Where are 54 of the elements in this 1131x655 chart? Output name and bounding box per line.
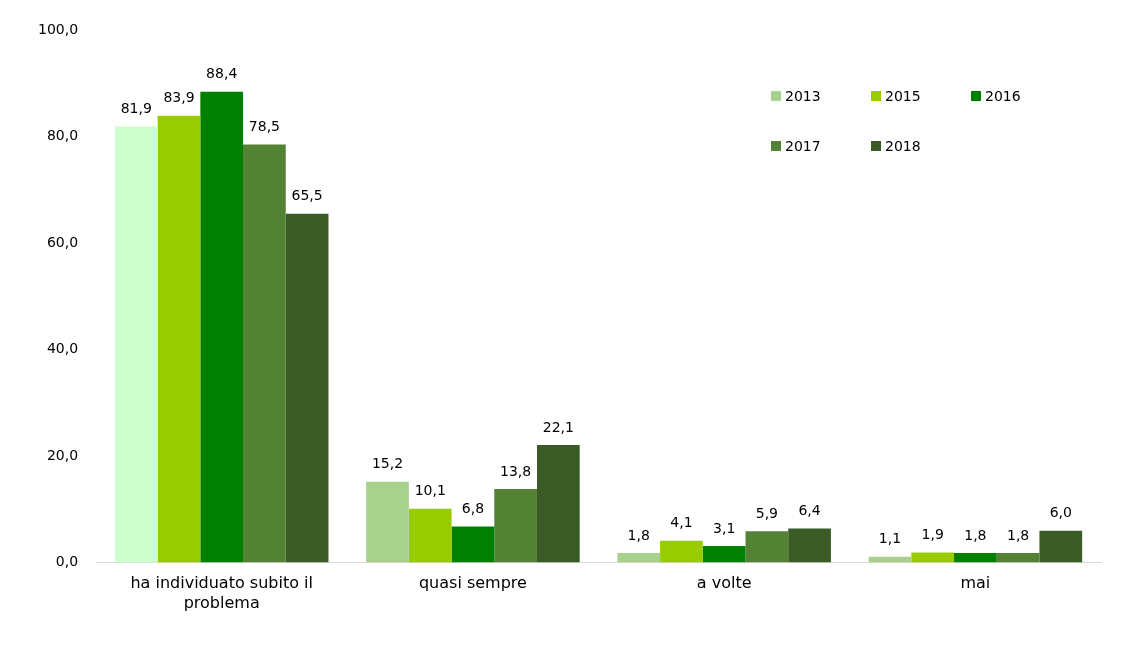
y-tick-label: 40,0 (46, 340, 79, 357)
data-label: 88,4 (206, 65, 238, 82)
data-label: 83,9 (163, 89, 195, 106)
data-label: 81,9 (120, 100, 152, 117)
data-label: 1,1 (878, 530, 902, 547)
bar (494, 489, 537, 563)
legend-label: 2015 (885, 88, 921, 104)
x-tick-label: ha individuato subito il problema (130, 573, 313, 612)
data-label: 1,9 (921, 526, 944, 543)
data-label: 5,9 (755, 504, 778, 521)
data-label: 6,0 (1049, 504, 1072, 521)
legend-label: 2016 (985, 88, 1021, 104)
bar (157, 115, 201, 563)
data-label: 1,8 (627, 526, 650, 543)
y-tick-label: 20,0 (46, 446, 79, 463)
bar (745, 531, 789, 563)
data-label: 3,1 (713, 519, 736, 536)
data-label: 15,2 (371, 455, 404, 472)
y-tick-label: 80,0 (46, 127, 79, 144)
x-tick-label: mai (960, 573, 991, 593)
data-label: 4,1 (670, 514, 693, 531)
bar (702, 546, 746, 563)
data-label: 13,8 (500, 462, 532, 479)
bar (366, 481, 409, 563)
bar (660, 540, 703, 563)
bar (617, 553, 661, 563)
bar (200, 91, 244, 563)
data-label: 78,5 (248, 118, 280, 135)
legend-label: 2013 (785, 88, 821, 104)
data-label: 1,8 (964, 526, 987, 543)
bar (243, 144, 286, 563)
x-tick-label: a volte (696, 573, 752, 593)
bar (996, 553, 1040, 563)
data-label: 10,1 (414, 482, 446, 499)
bar (1039, 530, 1083, 563)
data-label: 65,5 (291, 187, 323, 204)
y-tick-label: 100,0 (37, 20, 79, 37)
legend-label: 2018 (885, 138, 921, 154)
data-label: 1,8 (1006, 526, 1030, 543)
data-label: 6,4 (798, 502, 821, 519)
bar (451, 526, 495, 563)
bar (114, 126, 158, 563)
bar (788, 528, 831, 563)
bar (954, 553, 997, 563)
bar (408, 508, 452, 563)
bar (536, 444, 580, 563)
x-tick-label: quasi sempre (418, 573, 527, 593)
data-label: 22,1 (542, 418, 574, 435)
y-tick-label: 0,0 (55, 553, 79, 570)
legend-label: 2017 (785, 138, 821, 154)
bar (285, 213, 329, 563)
data-label: 6,8 (461, 500, 485, 517)
y-tick-label: 60,0 (46, 233, 79, 250)
bar (911, 552, 955, 563)
